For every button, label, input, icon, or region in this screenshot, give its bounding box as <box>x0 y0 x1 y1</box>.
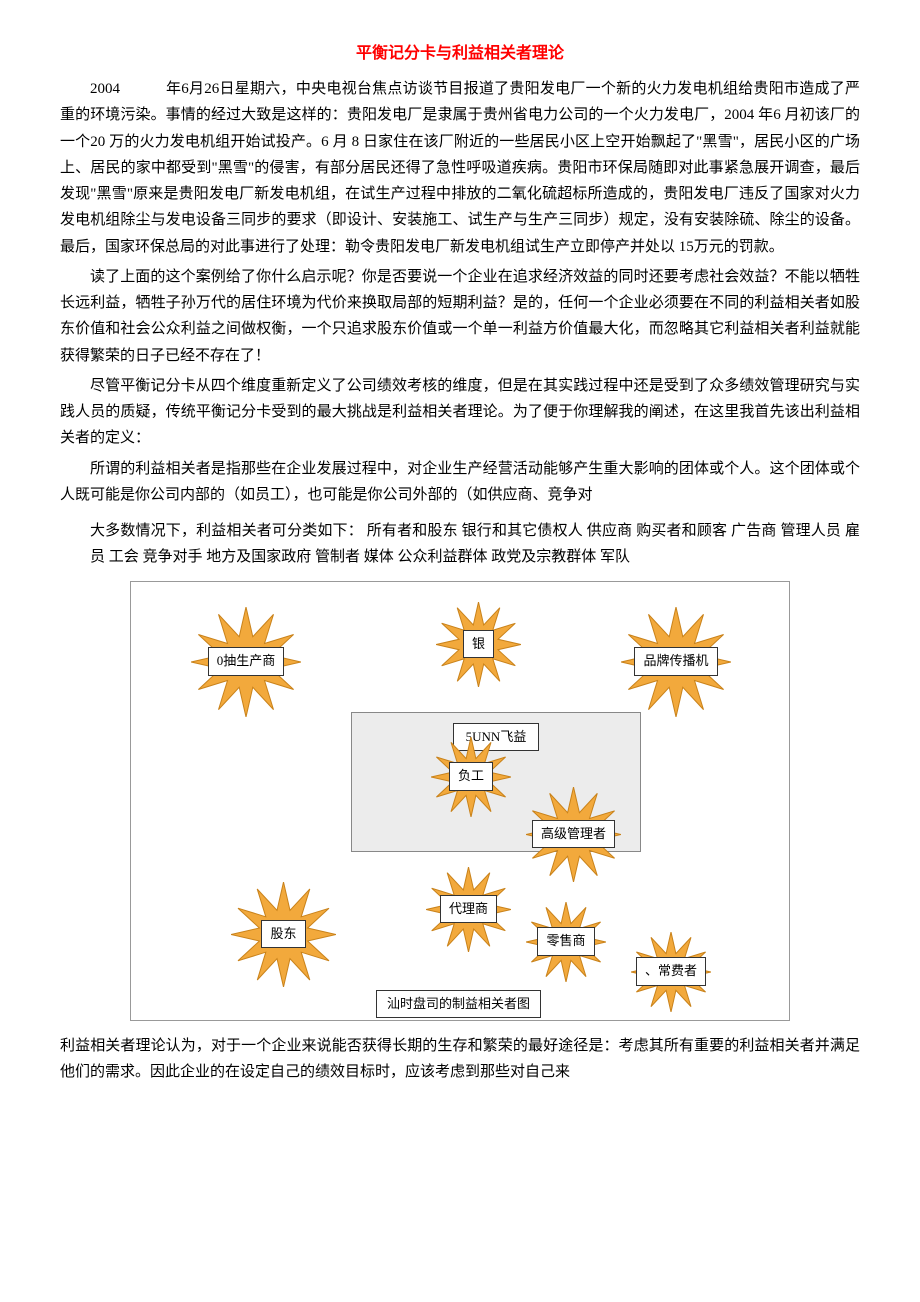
diagram-node-label-brand: 品牌传播机 <box>634 647 717 676</box>
diagram-node-label-labor: 负工 <box>449 762 493 791</box>
diagram-node-label-mgr: 高级管理者 <box>532 820 615 849</box>
diagram-node-label-agent: 代理商 <box>440 895 497 924</box>
diagram-node-label-share: 股东 <box>261 920 305 949</box>
paragraph-1: 2004 年6月26日星期六，中央电视台焦点访谈节目报道了贵阳发电厂一个新的火力… <box>60 76 860 260</box>
diagram-node-brand: 品牌传播机 <box>621 607 731 717</box>
stakeholder-list: 大多数情况下，利益相关者可分类如下： 所有者和股东 银行和其它债权人 供应商 购… <box>90 518 860 571</box>
diagram-node-agent: 代理商 <box>426 867 511 952</box>
diagram-node-consumer: 、常费者 <box>631 932 711 1012</box>
diagram-node-bank: 银 <box>436 602 521 687</box>
paragraph-6: 利益相关者理论认为，对于一个企业来说能否获得长期的生存和繁荣的最好途径是：考虑其… <box>60 1033 860 1086</box>
diagram-node-label-consumer: 、常费者 <box>636 957 706 986</box>
diagram-node-mgr: 高级管理者 <box>526 787 621 882</box>
diagram-node-label-bank: 银 <box>463 630 494 659</box>
diagram-node-label-retail: 零售商 <box>537 927 594 956</box>
diagram-node-label-producer: 0抽生产商 <box>208 647 285 676</box>
diagram-caption: 汕时盘司的制益相关者图 <box>376 990 541 1019</box>
paragraph-4: 所谓的利益相关者是指那些在企业发展过程中，对企业生产经营活动能够产生重大影响的团… <box>60 456 860 509</box>
diagram-node-labor: 负工 <box>431 737 511 817</box>
diagram-node-producer: 0抽生产商 <box>191 607 301 717</box>
paragraph-3: 尽管平衡记分卡从四个维度重新定义了公司绩效考核的维度，但是在其实践过程中还是受到… <box>60 373 860 452</box>
stakeholder-diagram: 5UNN飞益0抽生产商银品牌传播机负工高级管理者股东代理商零售商、常费者汕时盘司… <box>130 581 790 1021</box>
diagram-node-retail: 零售商 <box>526 902 606 982</box>
paragraph-2: 读了上面的这个案例给了你什么启示呢？你是否要说一个企业在追求经济效益的同时还要考… <box>60 264 860 369</box>
page-title: 平衡记分卡与利益相关者理论 <box>60 40 860 68</box>
diagram-container: 5UNN飞益0抽生产商银品牌传播机负工高级管理者股东代理商零售商、常费者汕时盘司… <box>60 581 860 1021</box>
diagram-node-share: 股东 <box>231 882 336 987</box>
